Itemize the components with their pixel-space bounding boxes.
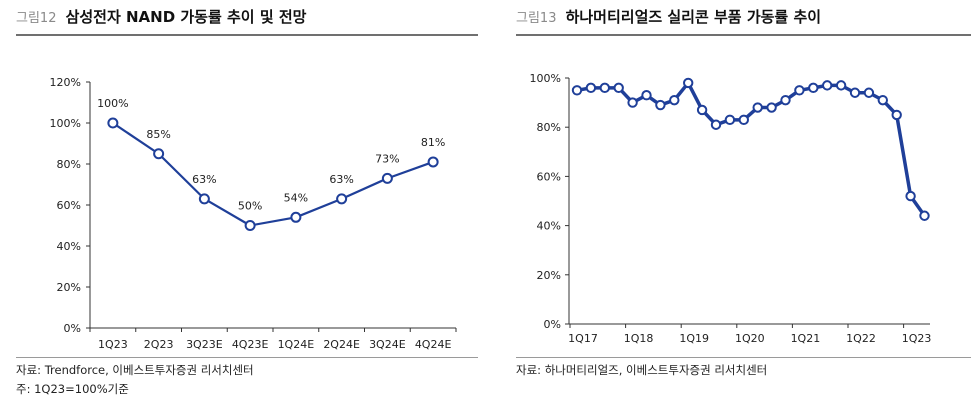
x-tick-label: 1Q22 <box>846 332 876 345</box>
x-tick-label: 1Q20 <box>735 332 765 345</box>
data-label: 100% <box>97 97 128 110</box>
left-header-rule <box>16 34 478 36</box>
left-figure-number: 그림12 <box>16 11 57 26</box>
data-point <box>919 210 930 221</box>
data-point <box>290 211 302 223</box>
y-tick-label: 20% <box>57 281 81 294</box>
right-line-chart: 0% 20% 40% 60% 80% 100% 1Q17 1Q18 1Q19 1Q20 1Q21 1Q… <box>530 72 932 345</box>
right-chart-title: 하나머티리얼즈 실리콘 부품 가동률 추이 <box>565 8 822 26</box>
right-chart-header: 그림13 하나머티리얼즈 실리콘 부품 가동률 추이 <box>516 6 971 32</box>
data-point <box>244 220 256 231</box>
data-point <box>863 87 875 98</box>
data-point <box>835 80 847 91</box>
x-tick-label: 1Q23 <box>98 338 128 351</box>
x-tick-label: 4Q24E <box>415 338 452 351</box>
data-point <box>724 114 736 126</box>
y-tick-label: 20% <box>537 269 561 282</box>
left-chart-panel: 그림12 삼성전자 NAND 가동률 추이 및 전망 0% 20% 40% 60% 80… <box>0 0 478 406</box>
y-tick-label: 60% <box>57 199 81 212</box>
data-label: 73% <box>375 152 399 165</box>
data-point <box>153 148 165 160</box>
data-point <box>381 172 393 184</box>
data-point <box>849 87 861 98</box>
x-tick-label: 3Q23E <box>186 338 223 351</box>
data-point <box>738 114 750 126</box>
y-tick-label: 40% <box>57 240 81 253</box>
right-footer-rule <box>516 357 971 358</box>
x-tick-label: 2Q23 <box>144 338 174 351</box>
x-tick-label: 1Q19 <box>679 332 709 345</box>
y-tick-label: 60% <box>537 170 561 183</box>
data-label: 63% <box>192 173 216 186</box>
data-point <box>613 82 624 94</box>
y-tick-label: 100% <box>50 117 81 130</box>
data-point <box>696 104 708 116</box>
y-tick-label: 40% <box>537 220 561 233</box>
y-tick-label: 0% <box>64 322 81 335</box>
x-tick-label: 1Q23 <box>902 332 932 345</box>
data-point <box>891 109 902 121</box>
x-tick-label: 1Q24E <box>278 338 315 351</box>
data-point <box>641 90 652 101</box>
x-tick-label: 1Q21 <box>791 332 821 345</box>
data-label: 50% <box>238 200 262 213</box>
data-point <box>766 102 777 113</box>
right-figure-number: 그림13 <box>516 11 557 26</box>
left-chart-header: 그림12 삼성전자 NAND 가동률 추이 및 전망 <box>16 6 478 32</box>
right-header-rule <box>516 34 971 36</box>
left-footnote: 주: 1Q23=100%기준 <box>16 382 129 396</box>
data-point <box>752 102 763 113</box>
data-point <box>780 94 791 106</box>
data-point <box>107 117 119 129</box>
data-point <box>198 193 210 205</box>
x-tick-label: 4Q23E <box>232 338 269 351</box>
right-source-note: 자료: 하나머티리얼즈, 이베스트투자증권 리서치센터 <box>516 363 768 377</box>
data-point <box>336 193 348 205</box>
x-tick-label: 2Q24E <box>323 338 360 351</box>
data-point <box>655 99 666 111</box>
data-label: 81% <box>421 136 445 149</box>
left-source-note: 자료: Trendforce, 이베스트투자증권 리서치센터 <box>16 363 254 377</box>
data-label: 54% <box>284 191 308 204</box>
data-point <box>808 82 819 94</box>
y-tick-label: 80% <box>537 121 561 134</box>
series-line <box>112 122 434 227</box>
left-chart-title: 삼성전자 NAND 가동률 추이 및 전망 <box>65 8 307 26</box>
right-chart-panel: 그림13 하나머티리얼즈 실리콘 부품 가동률 추이 0% 20% 40% 60% 80… <box>500 0 971 406</box>
data-point <box>571 85 583 96</box>
data-point <box>599 82 611 94</box>
data-point <box>427 156 439 168</box>
data-point <box>683 77 694 89</box>
data-point <box>822 80 833 91</box>
y-tick-label: 0% <box>544 318 561 331</box>
data-point <box>585 82 597 94</box>
x-tick-label: 3Q24E <box>369 338 406 351</box>
data-label: 85% <box>146 128 170 141</box>
y-tick-label: 100% <box>530 72 561 85</box>
left-footer-rule <box>16 357 478 358</box>
x-tick-label: 1Q18 <box>624 332 654 345</box>
data-point <box>669 94 680 106</box>
left-line-chart: 0% 20% 40% 60% 80% 100% 120% 1Q23 2Q23 3Q23E 4Q23E… <box>50 76 457 351</box>
data-label: 63% <box>329 173 353 186</box>
data-point <box>710 119 722 130</box>
data-point <box>627 97 638 108</box>
data-point <box>877 94 888 106</box>
x-tick-label: 1Q17 <box>568 332 598 345</box>
data-point <box>794 85 805 96</box>
y-tick-label: 120% <box>50 76 81 89</box>
y-tick-label: 80% <box>57 158 81 171</box>
data-point <box>905 190 916 202</box>
